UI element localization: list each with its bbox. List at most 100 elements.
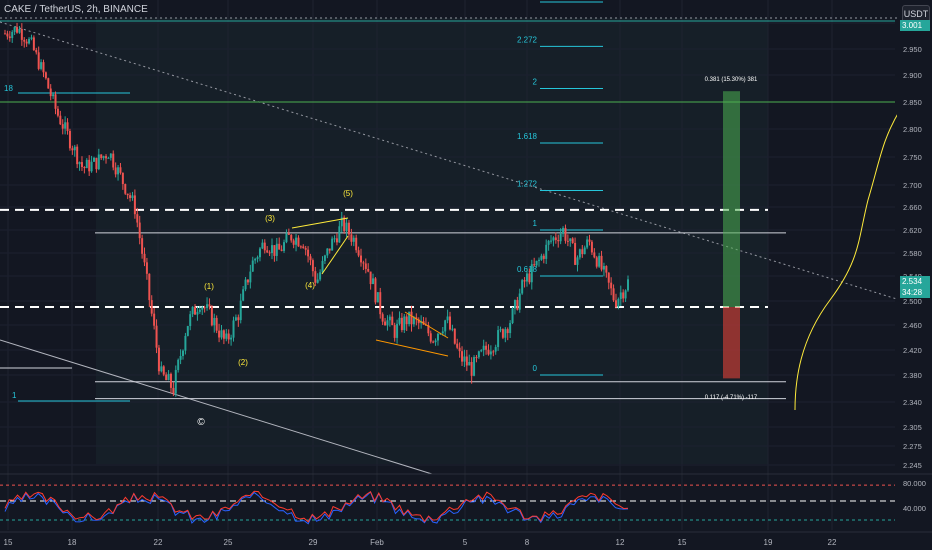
price-tick-label: 2.580 bbox=[903, 249, 922, 258]
candle-body bbox=[160, 366, 163, 372]
price-tick-label: 2.750 bbox=[903, 153, 922, 162]
candle-body bbox=[350, 234, 353, 242]
candle-body bbox=[273, 245, 276, 256]
candle-body bbox=[523, 280, 526, 282]
candle-body bbox=[624, 290, 627, 299]
candle-body bbox=[338, 226, 341, 243]
time-tick-label: 18 bbox=[68, 538, 77, 547]
price-tick-label: 2.340 bbox=[903, 398, 922, 407]
candle-body bbox=[208, 304, 211, 307]
price-axis-bg bbox=[897, 0, 932, 532]
fib-label: 0 bbox=[533, 364, 538, 373]
candle-body bbox=[97, 154, 100, 170]
flag-line bbox=[404, 311, 449, 339]
price-tick-label: 2.620 bbox=[903, 226, 922, 235]
candle-body bbox=[88, 159, 91, 172]
candle-body bbox=[100, 154, 103, 159]
candle-body bbox=[299, 246, 302, 248]
candle-body bbox=[400, 317, 403, 331]
candle-body bbox=[4, 33, 6, 35]
candle-body bbox=[242, 289, 245, 301]
candle-body bbox=[347, 222, 350, 235]
candle-body bbox=[311, 260, 314, 272]
candle-body bbox=[194, 306, 197, 315]
candle-body bbox=[191, 306, 194, 315]
candle-body bbox=[145, 262, 148, 274]
candle-body bbox=[85, 159, 88, 169]
candle-body bbox=[571, 238, 574, 244]
candle-body bbox=[622, 292, 625, 299]
candle-body bbox=[129, 195, 132, 199]
candle-body bbox=[131, 195, 134, 199]
symbol-title: CAKE / TetherUS, 2h, BINANCE bbox=[4, 4, 148, 15]
candle-body bbox=[528, 273, 531, 283]
candle-body bbox=[80, 162, 83, 167]
candle-body bbox=[201, 307, 204, 310]
candle-body bbox=[605, 266, 608, 273]
candle-body bbox=[222, 330, 225, 339]
candle-body bbox=[328, 248, 331, 251]
candle-body bbox=[396, 323, 399, 338]
price-tick-label: 2.305 bbox=[903, 423, 922, 432]
candle-body bbox=[321, 260, 324, 273]
candle-body bbox=[588, 239, 591, 242]
candle-body bbox=[480, 350, 483, 352]
candle-body bbox=[506, 329, 509, 334]
candle-body bbox=[468, 361, 471, 366]
candle-body bbox=[552, 237, 555, 241]
candle-body bbox=[213, 317, 216, 326]
candle-body bbox=[525, 273, 528, 282]
candle-body bbox=[576, 257, 579, 265]
candle-body bbox=[545, 244, 548, 259]
time-tick-label: 25 bbox=[224, 538, 233, 547]
candle-body bbox=[612, 288, 615, 301]
candle-body bbox=[172, 387, 175, 394]
rsi-signal-line bbox=[4, 491, 629, 525]
candle-body bbox=[148, 273, 151, 301]
candle-body bbox=[56, 108, 59, 116]
candle-body bbox=[59, 115, 62, 125]
candle-body bbox=[42, 62, 45, 73]
candle-body bbox=[126, 193, 129, 196]
candle-body bbox=[417, 319, 420, 324]
wave-label: (2) bbox=[238, 358, 248, 367]
candle-body bbox=[475, 357, 478, 359]
candle-body bbox=[357, 250, 360, 256]
candle-body bbox=[360, 255, 362, 263]
candle-body bbox=[258, 248, 261, 258]
candle-body bbox=[23, 39, 26, 42]
candle-body bbox=[266, 250, 269, 253]
time-tick-label: 8 bbox=[525, 538, 530, 547]
candle-body bbox=[326, 248, 329, 256]
candle-body bbox=[285, 233, 288, 243]
countdown-tag: 34:28 bbox=[900, 287, 930, 298]
time-tick-label: 19 bbox=[764, 538, 773, 547]
candle-body bbox=[504, 329, 507, 338]
target-zone bbox=[723, 91, 740, 307]
candle-body bbox=[477, 351, 480, 358]
candle-body bbox=[314, 271, 317, 283]
candle-body bbox=[76, 146, 79, 165]
price-tick-label: 2.275 bbox=[903, 442, 922, 451]
candle-body bbox=[391, 316, 394, 326]
wedge-line bbox=[291, 217, 349, 229]
candle-body bbox=[54, 94, 57, 109]
candle-body bbox=[610, 282, 613, 289]
candle-body bbox=[581, 249, 584, 255]
candle-body bbox=[78, 162, 81, 165]
candle-body bbox=[117, 167, 120, 175]
candle-body bbox=[602, 266, 605, 270]
candle-body bbox=[196, 311, 199, 315]
candle-body bbox=[487, 349, 490, 355]
candle-body bbox=[627, 279, 629, 291]
candle-body bbox=[405, 316, 408, 325]
candle-body bbox=[564, 227, 567, 241]
candle-body bbox=[492, 351, 495, 353]
lower-trendline bbox=[0, 339, 433, 475]
left-fib-label: 1 bbox=[12, 391, 17, 400]
candle-body bbox=[239, 300, 242, 321]
rsi-tick-label: 80.000 bbox=[903, 479, 926, 488]
candle-body bbox=[533, 264, 536, 266]
candle-body bbox=[143, 253, 146, 263]
